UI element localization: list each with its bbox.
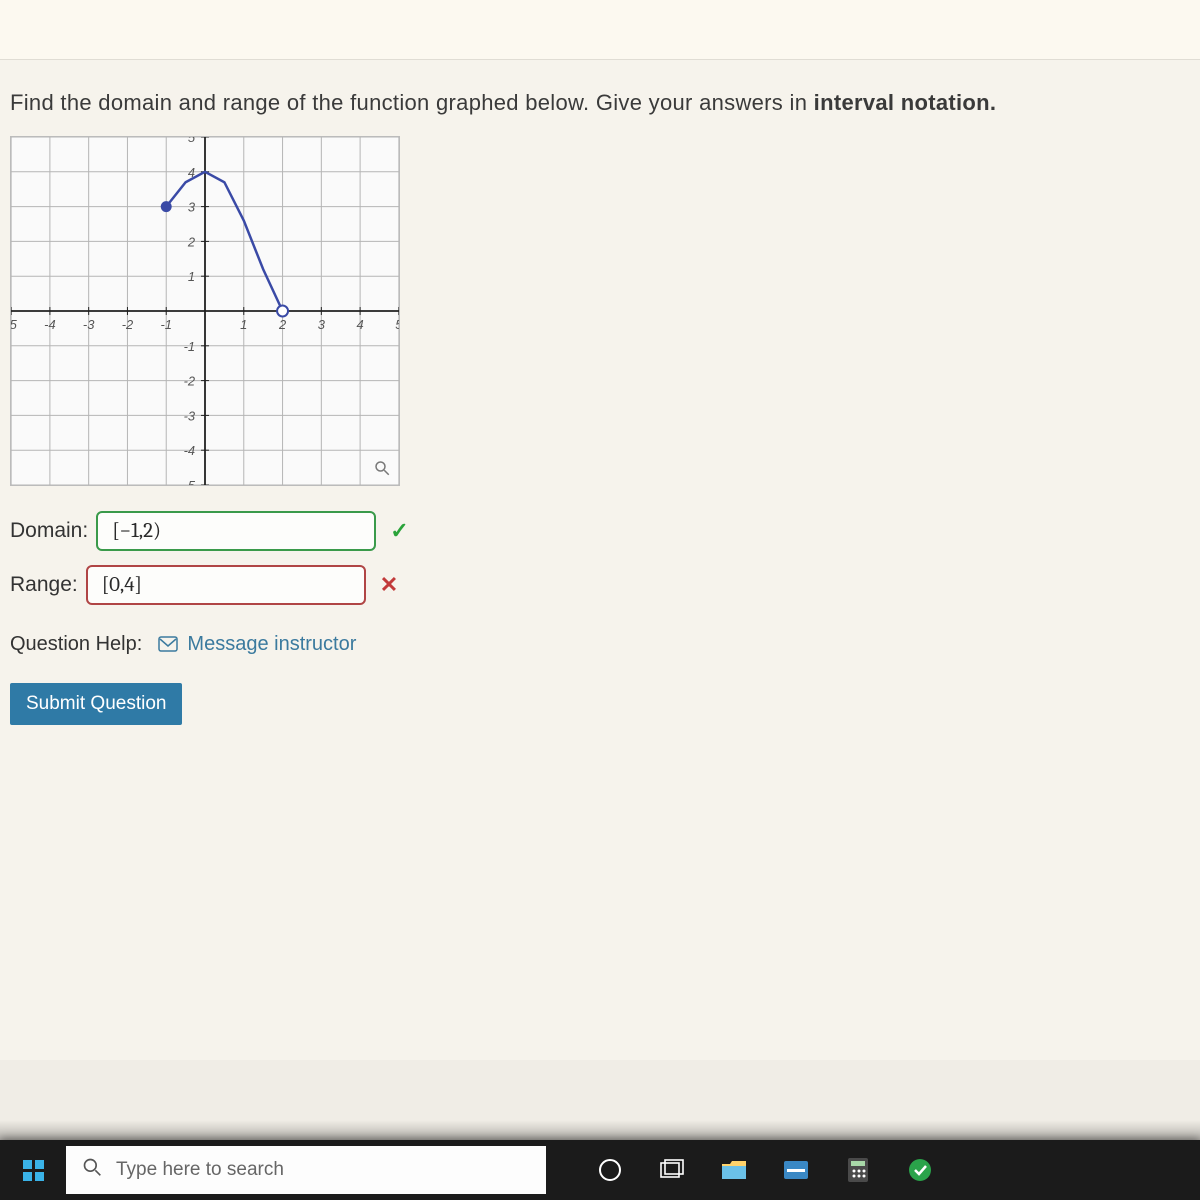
task-icons: [596, 1156, 934, 1184]
domain-row: Domain: [−1,2) ✓: [10, 511, 1190, 551]
question-text: Find the domain and range of the functio…: [10, 90, 1190, 116]
taskbar: Type here to search: [0, 1140, 1200, 1200]
svg-text:-5: -5: [11, 317, 18, 332]
start-button[interactable]: [0, 1140, 66, 1200]
svg-text:-3: -3: [83, 317, 95, 332]
range-row: Range: [0,4] ✕: [10, 565, 1190, 605]
cross-icon: ✕: [380, 572, 398, 598]
question-prefix: Find the domain and range of the functio…: [10, 90, 814, 115]
graph-svg: -5-4-3-2-112345-5-4-3-2-112345: [11, 137, 399, 485]
calculator-icon[interactable]: [844, 1156, 872, 1184]
domain-input[interactable]: [−1,2): [96, 511, 376, 551]
check-icon: ✓: [390, 518, 408, 544]
svg-text:-2: -2: [184, 374, 195, 389]
range-label: Range:: [10, 573, 78, 597]
range-input[interactable]: [0,4]: [86, 565, 366, 605]
svg-text:5: 5: [188, 137, 196, 145]
svg-text:3: 3: [318, 317, 326, 332]
svg-text:1: 1: [240, 317, 247, 332]
svg-text:1: 1: [188, 269, 195, 284]
task-view-icon[interactable]: [658, 1156, 686, 1184]
search-icon: [82, 1157, 102, 1183]
svg-text:-3: -3: [184, 408, 196, 423]
svg-text:2: 2: [187, 234, 195, 249]
app-icon-2[interactable]: [906, 1156, 934, 1184]
question-content: Find the domain and range of the functio…: [0, 60, 1200, 1060]
zoom-icon[interactable]: [373, 459, 391, 477]
svg-text:3: 3: [188, 200, 196, 215]
search-placeholder: Type here to search: [116, 1159, 284, 1181]
function-graph: -5-4-3-2-112345-5-4-3-2-112345: [10, 136, 400, 486]
svg-text:-4: -4: [184, 443, 195, 458]
message-instructor-link[interactable]: Message instructor: [187, 633, 356, 655]
svg-text:-2: -2: [122, 317, 133, 332]
svg-text:4: 4: [357, 317, 364, 332]
cortana-icon[interactable]: [596, 1156, 624, 1184]
help-label: Question Help:: [10, 633, 142, 655]
page-shadow: [0, 1120, 1200, 1140]
svg-text:-4: -4: [44, 317, 55, 332]
mail-icon: [158, 635, 178, 658]
domain-label: Domain:: [10, 519, 88, 543]
question-bold: interval notation.: [814, 90, 997, 115]
help-row: Question Help: Message instructor: [10, 633, 1190, 658]
submit-button[interactable]: Submit Question: [10, 683, 182, 725]
app-icon-1[interactable]: [782, 1156, 810, 1184]
svg-text:-1: -1: [184, 339, 195, 354]
svg-text:2: 2: [278, 317, 286, 332]
taskbar-search[interactable]: Type here to search: [66, 1146, 546, 1194]
svg-text:-5: -5: [184, 478, 196, 485]
svg-text:-1: -1: [160, 317, 171, 332]
svg-text:5: 5: [395, 317, 399, 332]
browser-top-bar: [0, 0, 1200, 60]
file-explorer-icon[interactable]: [720, 1156, 748, 1184]
